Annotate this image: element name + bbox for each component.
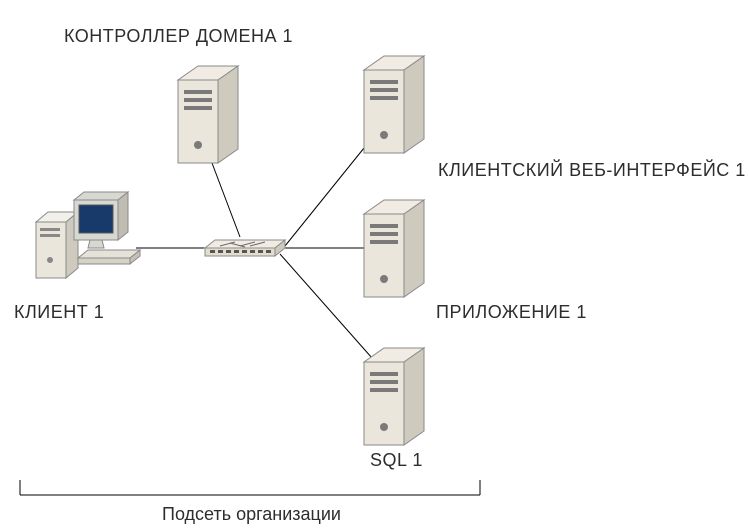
dc-label: КОНТРОЛЛЕР ДОМЕНА 1 <box>64 26 293 46</box>
web-server-icon <box>364 56 424 153</box>
dc-server-icon <box>178 66 238 163</box>
sql-label: SQL 1 <box>370 450 423 470</box>
sql-server-icon <box>364 348 424 445</box>
app-server-icon <box>364 200 424 297</box>
edge-web-switch <box>285 148 364 246</box>
web-label: КЛИЕНТСКИЙ ВЕБ-ИНТЕРФЕЙС 1 <box>438 159 746 180</box>
app-label: ПРИЛОЖЕНИЕ 1 <box>436 302 587 322</box>
edge-sql-switch <box>280 254 372 358</box>
edge-dc-switch <box>212 163 240 237</box>
client-label: КЛИЕНТ 1 <box>14 302 104 322</box>
subnet-label: Подсеть организации <box>162 504 341 524</box>
subnet-bracket <box>20 480 480 495</box>
network-diagram: КЛИЕНТ 1 КОНТРОЛЛЕР ДОМЕНА 1 КЛИЕНТСКИЙ … <box>0 0 749 529</box>
switch-icon <box>205 240 285 256</box>
client-icon <box>36 192 140 278</box>
